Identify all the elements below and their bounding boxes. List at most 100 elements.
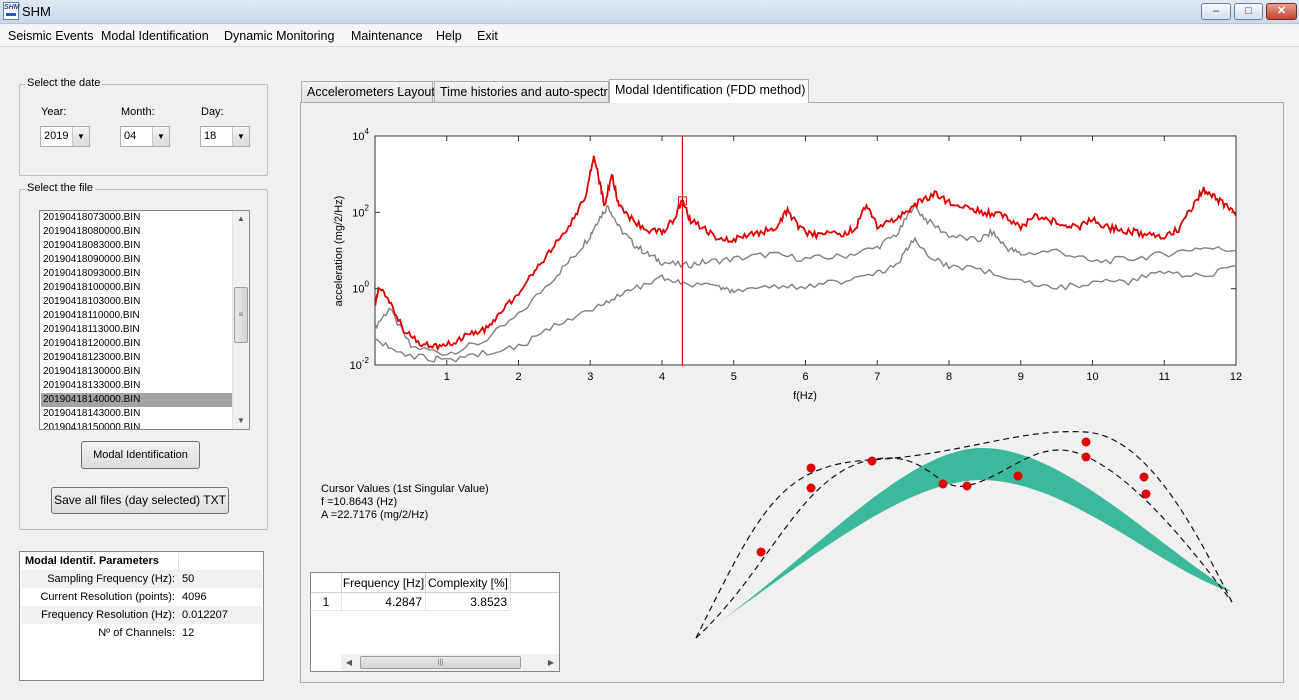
- x-tick-group: 1 2 3 4 5 6 7 8 9 10 11 12: [444, 136, 1242, 383]
- day-value: 18: [204, 130, 217, 142]
- mode-marker: [756, 547, 766, 557]
- file-group-legend: Select the file: [25, 182, 96, 194]
- param-label: Sampling Frequency (Hz):: [47, 573, 175, 585]
- plot-area: [374, 135, 1237, 366]
- list-item[interactable]: 20190418143000.BIN: [43, 408, 141, 419]
- y-tick-label: 100: [352, 280, 369, 296]
- mode-marker: [806, 463, 816, 473]
- chevron-down-icon[interactable]: ▼: [152, 127, 169, 146]
- mode-marker: [1081, 452, 1091, 462]
- modal-identification-button[interactable]: Modal Identification: [81, 441, 200, 469]
- menu-maintenance[interactable]: Maintenance: [351, 29, 423, 43]
- list-item[interactable]: 20190418080000.BIN: [43, 226, 141, 237]
- list-item[interactable]: 20190418100000.BIN: [43, 282, 141, 293]
- cursor-values-info: Cursor Values (1st Singular Value) f =10…: [321, 483, 489, 522]
- mode-marker: [1081, 437, 1091, 447]
- x-tick-label: 5: [731, 371, 737, 383]
- x-tick-label: 6: [802, 371, 808, 383]
- chevron-down-icon[interactable]: ▼: [232, 127, 249, 146]
- frequency-column-header[interactable]: Frequency [Hz]: [342, 573, 426, 593]
- mode-shape-markers: [756, 437, 1151, 557]
- tab-time-histories[interactable]: Time histories and auto-spectra: [434, 81, 609, 102]
- list-item[interactable]: 20190418110000.BIN: [43, 310, 140, 321]
- tab-accelerometers-layout[interactable]: Accelerometers Layout: [301, 81, 435, 102]
- file-list-scrollbar[interactable]: ▲ ≡ ▼: [232, 211, 249, 429]
- mode-marker: [1013, 471, 1023, 481]
- scroll-right-icon[interactable]: ▶: [547, 658, 555, 667]
- scroll-left-icon[interactable]: ◀: [345, 658, 353, 667]
- menu-exit[interactable]: Exit: [477, 29, 498, 43]
- day-select[interactable]: 18 ▼: [200, 126, 250, 147]
- x-tick-label: 9: [1018, 371, 1024, 383]
- menu-modal-identification[interactable]: Modal Identification: [101, 29, 209, 43]
- list-item[interactable]: 20190418090000.BIN: [43, 254, 141, 265]
- scroll-thumb[interactable]: ≡: [234, 287, 248, 343]
- year-select[interactable]: 2019 ▼: [40, 126, 90, 147]
- list-item[interactable]: 20190418083000.BIN: [43, 240, 141, 251]
- year-label: Year:: [41, 106, 67, 118]
- param-label: Frequency Resolution (Hz):: [41, 609, 175, 621]
- modal-parameters-table: Modal Identif. Parameters Sampling Frequ…: [19, 551, 264, 681]
- param-value: 0.012207: [182, 609, 228, 621]
- scroll-up-icon[interactable]: ▲: [237, 214, 245, 223]
- menu-bar: Seismic Events Modal Identification Dyna…: [0, 25, 1299, 47]
- list-item[interactable]: 20190418120000.BIN: [43, 338, 141, 349]
- month-label: Month:: [121, 106, 155, 118]
- list-item[interactable]: 20190418133000.BIN: [43, 380, 141, 391]
- list-item[interactable]: 20190418073000.BIN: [43, 212, 141, 223]
- results-corner: [311, 573, 342, 593]
- shm-app-icon: SHM: [3, 2, 20, 20]
- scroll-down-icon[interactable]: ▼: [237, 416, 245, 425]
- empty-column-header: [511, 573, 559, 593]
- params-row: Frequency Resolution (Hz): 0.012207: [21, 606, 262, 624]
- list-item[interactable]: 20190418113000.BIN: [43, 324, 140, 335]
- x-tick-label: 1: [444, 371, 450, 383]
- cursor-marker: [677, 196, 687, 206]
- complexity-cell[interactable]: 3.8523: [426, 593, 511, 611]
- mode-marker: [962, 481, 972, 491]
- results-table[interactable]: Frequency [Hz] Complexity [%] 1 4.2847 3…: [310, 572, 560, 672]
- list-item-selected[interactable]: 20190418140000.BIN: [41, 393, 233, 407]
- date-group-legend: Select the date: [25, 77, 103, 89]
- menu-dynamic-monitoring[interactable]: Dynamic Monitoring: [224, 29, 335, 43]
- scroll-thumb[interactable]: |||: [360, 656, 521, 669]
- series-line: [374, 203, 1237, 356]
- x-tick-label: 2: [515, 371, 521, 383]
- year-value: 2019: [44, 130, 69, 142]
- params-title: Modal Identif. Parameters: [21, 553, 179, 570]
- cursor-amplitude: A =22.7176 (mg/2/Hz): [321, 509, 429, 521]
- menu-help[interactable]: Help: [436, 29, 462, 43]
- file-listbox[interactable]: 20190418073000.BIN 20190418080000.BIN 20…: [39, 210, 250, 430]
- y-tick-label: 104: [352, 127, 369, 143]
- list-item[interactable]: 20190418093000.BIN: [43, 268, 141, 279]
- y-axis-label: acceleration (mg/2/Hz): [333, 196, 345, 307]
- list-item[interactable]: 20190418150000.BIN: [43, 422, 141, 430]
- maximize-icon[interactable]: □: [1234, 3, 1263, 20]
- x-tick-label: 11: [1159, 371, 1170, 383]
- complexity-column-header[interactable]: Complexity [%]: [426, 573, 511, 593]
- mode-marker: [1141, 489, 1151, 499]
- list-item[interactable]: 20190418123000.BIN: [43, 352, 141, 363]
- close-icon[interactable]: ✕: [1266, 3, 1297, 20]
- param-value: 50: [182, 573, 195, 585]
- frequency-cell[interactable]: 4.2847: [342, 593, 426, 611]
- chevron-down-icon[interactable]: ▼: [72, 127, 89, 146]
- month-select[interactable]: 04 ▼: [120, 126, 170, 147]
- cursor-frequency: f =10.8643 (Hz): [321, 496, 398, 508]
- mode-shape-fill: [696, 447, 1232, 638]
- menu-seismic-events[interactable]: Seismic Events: [8, 29, 94, 43]
- tab-modal-identification[interactable]: Modal Identification (FDD method): [609, 79, 809, 103]
- param-label: Current Resolution (points):: [40, 591, 175, 603]
- results-horizontal-scrollbar[interactable]: ◀ ||| ▶: [341, 654, 559, 671]
- params-row: Sampling Frequency (Hz): 50: [21, 570, 262, 588]
- day-label: Day:: [201, 106, 224, 118]
- save-all-files-button[interactable]: Save all files (day selected) TXT: [51, 487, 229, 514]
- y-tick-label: 10-2: [350, 356, 370, 372]
- mode-shape-dashed-upper: [695, 430, 1233, 639]
- minimize-icon[interactable]: –: [1201, 3, 1231, 20]
- list-item[interactable]: 20190418130000.BIN: [43, 366, 141, 377]
- list-item[interactable]: 20190418103000.BIN: [43, 296, 141, 307]
- date-group: Select the date: [19, 77, 268, 176]
- mode-marker: [938, 479, 948, 489]
